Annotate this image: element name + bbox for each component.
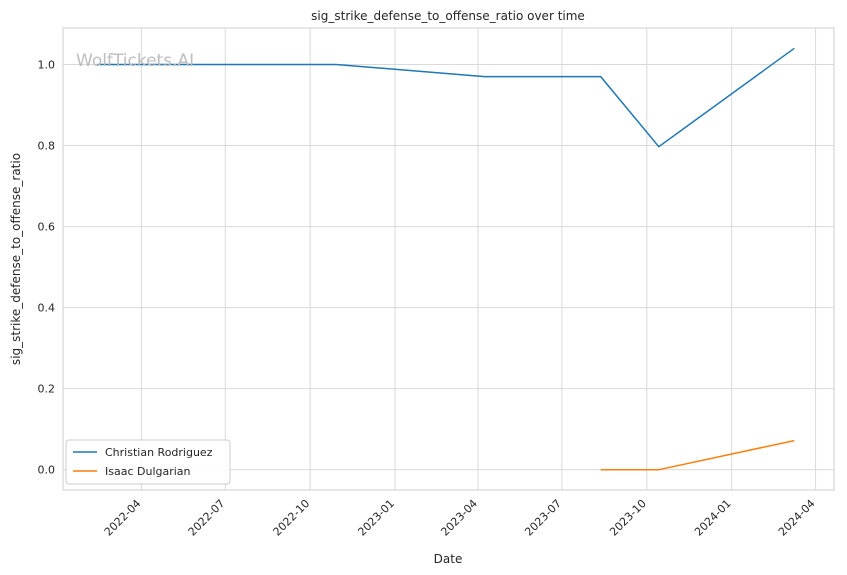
y-tick-label: 0.6 <box>38 221 56 234</box>
legend-label-isaac-dulgarian: Isaac Dulgarian <box>105 465 191 478</box>
series-line-isaac-dulgarian <box>600 439 795 471</box>
series-lines <box>97 47 795 471</box>
chart-title: sig_strike_defense_to_offense_ratio over… <box>311 9 585 23</box>
watermark-text: WolfTickets.AI <box>76 51 194 71</box>
legend: Christian Rodriguez Isaac Dulgarian <box>65 439 231 485</box>
series-line-christian-rodriguez <box>97 47 795 148</box>
x-tick-label: 2022-10 <box>271 497 313 539</box>
x-tick-label: 2024-01 <box>692 497 734 539</box>
y-tick-label: 0.8 <box>38 140 56 153</box>
y-tick-label: 0.4 <box>38 302 56 315</box>
x-tick-label: 2024-04 <box>776 497 818 539</box>
legend-box <box>65 439 231 485</box>
grid-lines <box>63 28 834 490</box>
x-tick-label: 2023-07 <box>522 497 564 539</box>
x-tick-label: 2023-10 <box>607 497 649 539</box>
legend-label-christian-rodriguez: Christian Rodriguez <box>105 446 213 459</box>
y-tick-label: 0.0 <box>38 464 56 477</box>
y-tick-label: 0.2 <box>38 383 56 396</box>
y-axis-ticks: 0.0 0.2 0.4 0.6 0.8 1.0 <box>38 58 56 476</box>
x-axis-label: Date <box>434 552 463 566</box>
y-tick-label: 1.0 <box>38 58 56 71</box>
x-tick-label: 2023-04 <box>438 497 480 539</box>
x-tick-label: 2022-07 <box>186 497 228 539</box>
x-axis-ticks: 2022-04 2022-07 2022-10 2023-01 2023-04 2023-… <box>102 497 818 539</box>
x-tick-label: 2022-04 <box>102 497 144 539</box>
plot-area <box>62 27 835 491</box>
x-tick-label: 2023-01 <box>355 497 397 539</box>
y-axis-label: sig_strike_defense_to_offense_ratio <box>9 153 23 365</box>
